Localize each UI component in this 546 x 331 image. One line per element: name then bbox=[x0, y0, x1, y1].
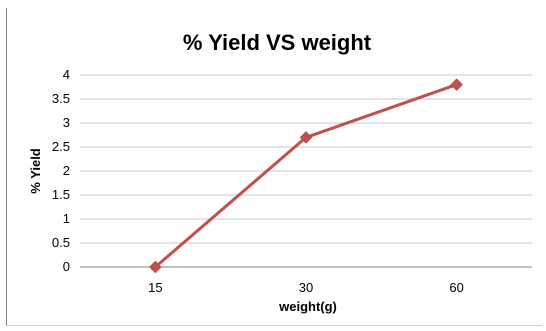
chart-frame bbox=[6, 8, 542, 326]
y-tick-labels: 0 0.5 1 1.5 2 2.5 3 3.5 4 bbox=[52, 67, 70, 274]
y-tick-label: 3 bbox=[63, 115, 70, 130]
data-point-marker bbox=[148, 260, 162, 274]
y-tick-label: 1 bbox=[63, 211, 70, 226]
y-axis-label: % Yield bbox=[28, 148, 43, 194]
grid-lines bbox=[80, 74, 532, 268]
y-tick-label: 0 bbox=[63, 259, 70, 274]
x-axis-label: weight(g) bbox=[278, 299, 337, 314]
x-tick-label: 60 bbox=[449, 280, 463, 295]
y-tick-label: 2 bbox=[63, 163, 70, 178]
data-point-marker bbox=[450, 78, 464, 91]
y-tick-label: 4 bbox=[63, 67, 70, 82]
series-group bbox=[148, 78, 464, 274]
series-line bbox=[154, 83, 458, 269]
x-tick-label: 15 bbox=[148, 280, 162, 295]
y-tick-label: 1.5 bbox=[52, 187, 70, 202]
data-point-marker bbox=[299, 131, 313, 144]
x-tick-label: 30 bbox=[299, 280, 313, 295]
x-tick-labels: 15 30 60 bbox=[148, 280, 464, 295]
chart-title: % Yield VS weight bbox=[183, 30, 372, 55]
y-tick-label: 3.5 bbox=[52, 91, 70, 106]
y-tick-label: 2.5 bbox=[52, 139, 70, 154]
y-tick-label: 0.5 bbox=[52, 235, 70, 250]
